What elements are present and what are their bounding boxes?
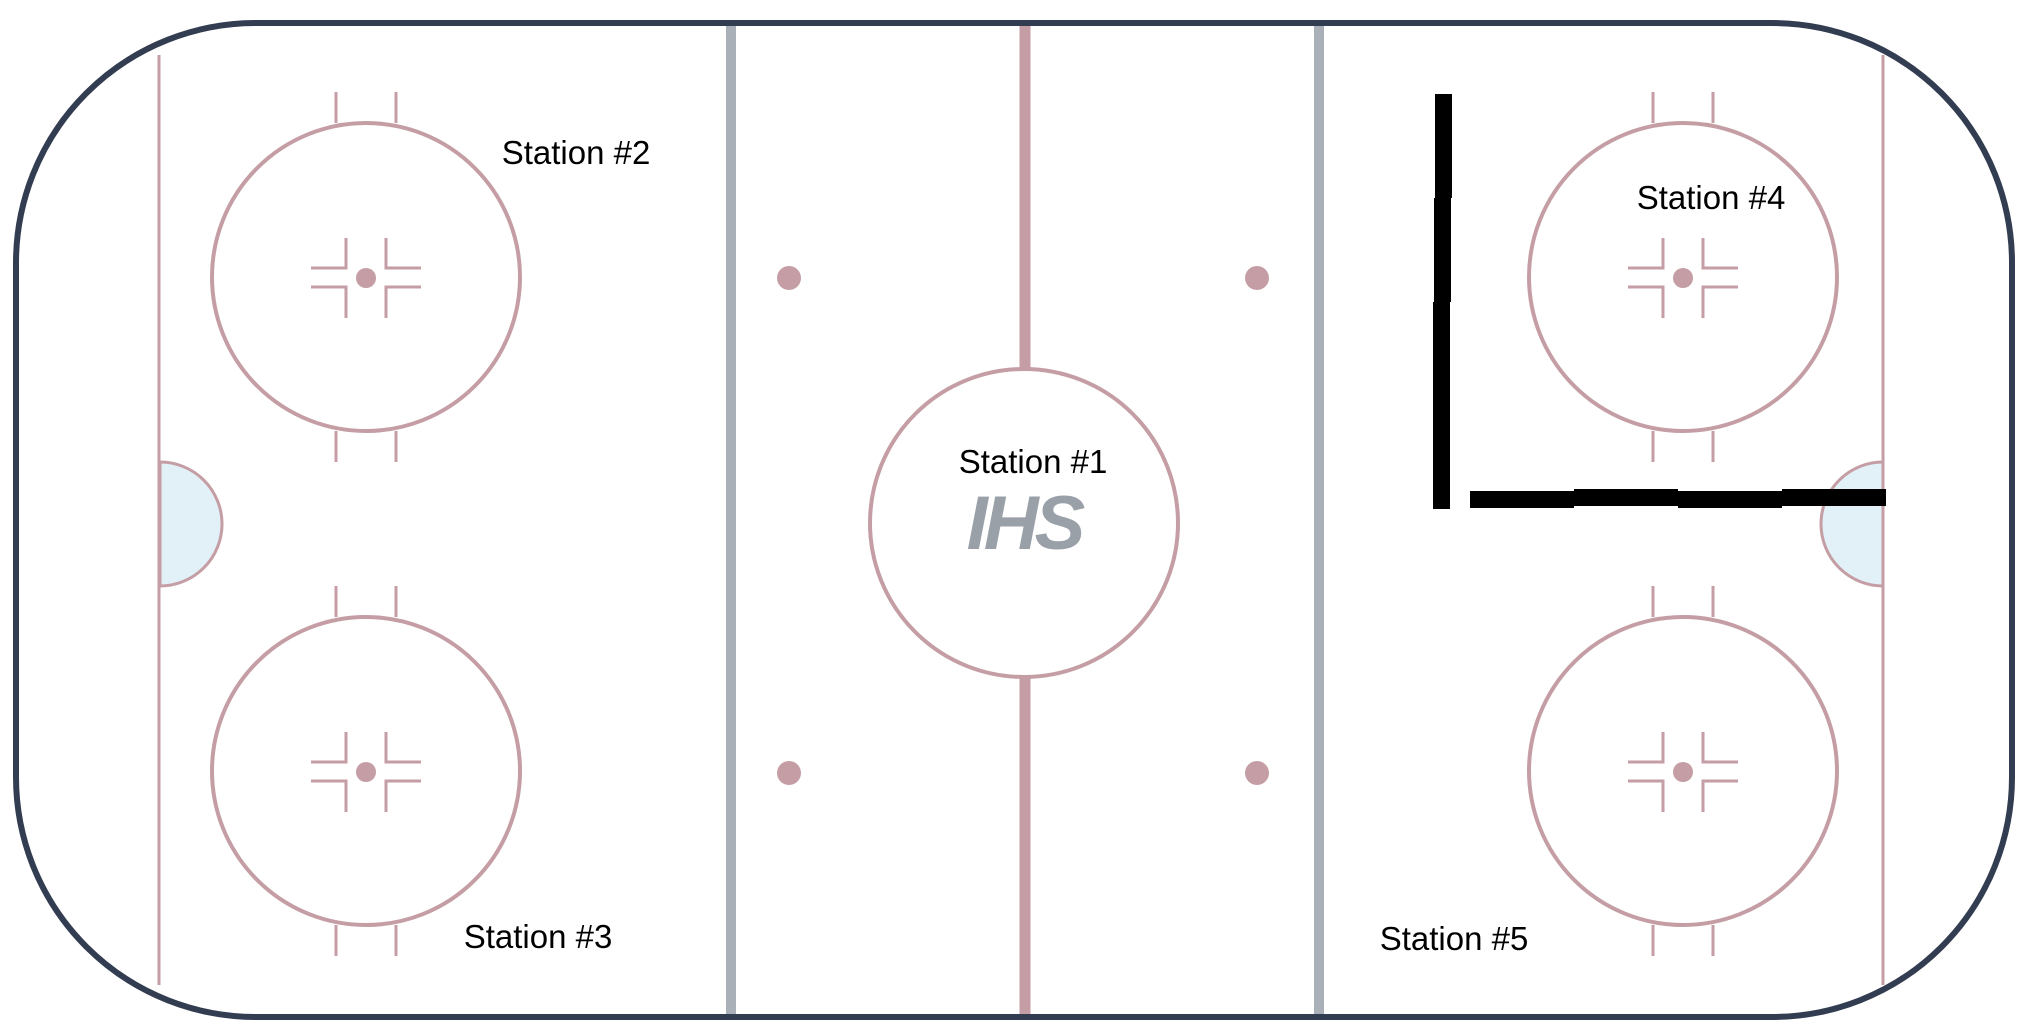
- rink-boards: [13, 20, 2015, 1020]
- faceoff-dot: [1673, 268, 1693, 288]
- faceoff-circle-bottom-right: [1527, 586, 1839, 956]
- neutral-faceoff-dot: [777, 266, 801, 290]
- station-label-4: Station #4: [1637, 179, 1786, 216]
- neutral-faceoff-dot: [1245, 266, 1269, 290]
- faceoff-circle-top-left: [210, 92, 522, 462]
- barrier-horizontal: [1470, 489, 1886, 508]
- faceoff-dot: [356, 762, 376, 782]
- station-label-1: Station #1: [959, 443, 1108, 480]
- faceoff-circle-bottom-left: [210, 586, 522, 956]
- neutral-faceoff-dot: [777, 761, 801, 785]
- station-label-5: Station #5: [1380, 920, 1529, 957]
- neutral-faceoff-dot: [1245, 761, 1269, 785]
- faceoff-dot: [356, 268, 376, 288]
- goal-crease-left: [158, 460, 224, 588]
- station-label-3: Station #3: [464, 918, 613, 955]
- station-label-2: Station #2: [502, 134, 651, 171]
- center-faceoff-circle: [868, 367, 1180, 679]
- faceoff-dot: [1673, 762, 1693, 782]
- barrier-vertical: [1433, 94, 1452, 509]
- ihs-logo: IHS: [967, 481, 1085, 566]
- faceoff-circle-top-right: [1527, 92, 1839, 462]
